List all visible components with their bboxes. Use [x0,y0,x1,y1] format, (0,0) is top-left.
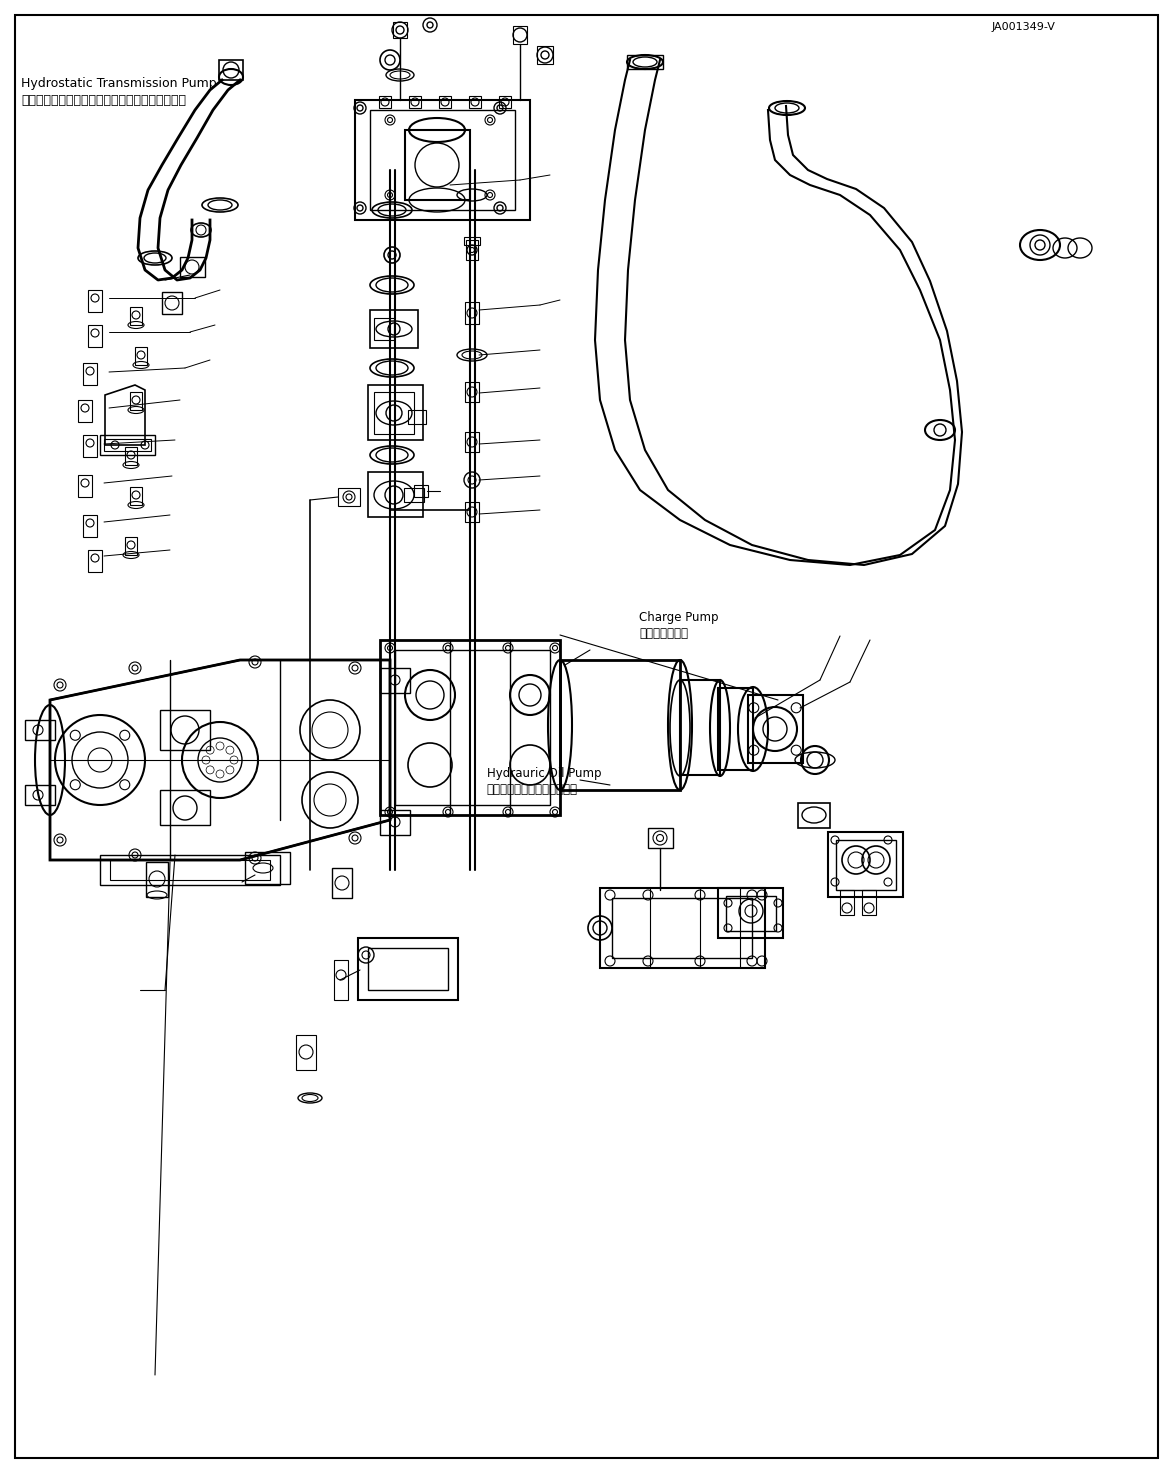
Bar [379,96,391,108]
Text: Charge Pump: Charge Pump [639,611,719,623]
Bar [88,549,102,572]
Bar [680,681,720,775]
Bar [135,348,147,365]
Bar [126,538,137,555]
Bar [601,888,765,968]
Bar [748,695,804,763]
Bar [334,960,348,1000]
Bar [25,785,55,806]
Bar [374,392,414,435]
Bar [160,790,210,825]
Bar [718,688,753,770]
Bar [369,110,515,211]
Bar [110,860,270,879]
Bar [219,60,243,80]
Text: ハイドロスタティックトランスミッションポンプ: ハイドロスタティックトランスミッションポンプ [21,94,187,106]
Bar [393,22,407,38]
Bar [83,516,97,538]
Bar [145,862,168,897]
Bar [862,890,876,915]
Bar [404,488,423,502]
Bar [465,432,479,452]
Bar [368,384,423,440]
Bar [83,362,97,384]
Bar [368,949,448,990]
Bar [77,401,91,421]
Bar [840,890,854,915]
Bar [380,667,411,692]
Bar [469,96,481,108]
Bar [408,409,426,424]
Bar [647,828,673,848]
Bar [726,896,777,931]
Bar [368,471,423,517]
Bar [130,392,142,409]
Bar [465,237,480,245]
Bar [409,96,421,108]
Bar [499,96,511,108]
Bar [828,832,903,897]
Text: Hydrauric Oil Pump: Hydrauric Oil Pump [487,767,602,779]
Bar [160,710,210,750]
Bar [374,318,394,340]
Bar [798,803,830,828]
Text: Hydrostatic Transmission Pump: Hydrostatic Transmission Pump [21,78,217,90]
Bar [612,899,752,957]
Bar [332,868,352,899]
Text: JA001349-V: JA001349-V [991,22,1055,31]
Bar [718,888,784,938]
Bar [380,639,560,815]
Bar [245,851,290,884]
Bar [380,810,411,835]
Bar [296,1036,316,1069]
Bar [439,96,450,108]
Bar [179,256,205,277]
Bar [369,309,418,348]
Bar [466,240,479,261]
Bar [130,306,142,326]
Bar [338,488,360,507]
Bar [104,439,151,451]
Bar [100,435,155,455]
Bar [83,435,97,457]
Bar [628,55,663,69]
Text: チャージポンプ: チャージポンプ [639,627,689,639]
Bar [395,650,550,806]
Bar [130,488,142,505]
Bar [537,46,552,63]
Bar [465,302,479,324]
Bar [100,854,280,885]
Bar [126,446,137,465]
Bar [88,326,102,348]
Bar [405,130,470,200]
Bar [836,840,896,890]
Bar [77,474,91,496]
Polygon shape [50,660,389,860]
Bar [355,100,530,219]
Bar [465,502,479,521]
Bar [162,292,182,314]
Bar [560,660,680,790]
Text: ハイドロリックオイルポンプ: ハイドロリックオイルポンプ [487,784,578,795]
Bar [414,485,428,496]
Bar [465,382,479,402]
Bar [513,27,527,44]
Bar [88,290,102,312]
Bar [25,720,55,739]
Bar [358,938,457,1000]
